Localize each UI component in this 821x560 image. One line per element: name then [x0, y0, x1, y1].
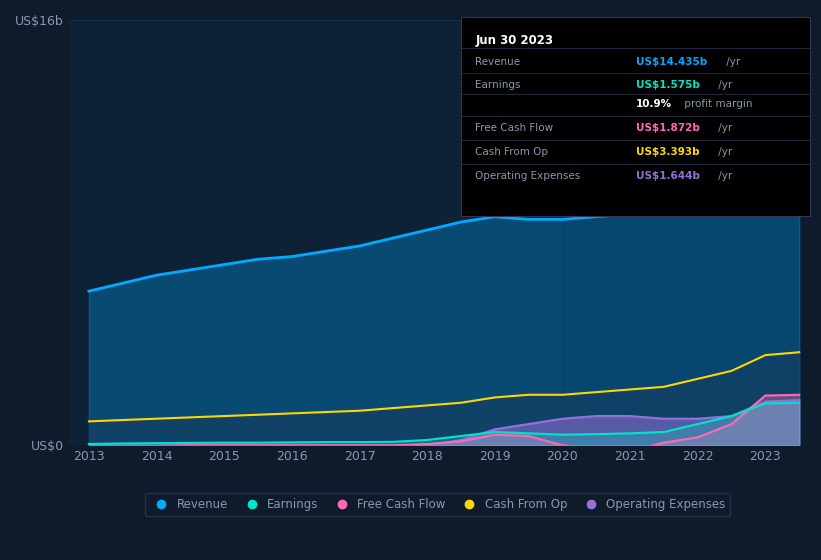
Text: Operating Expenses: Operating Expenses: [475, 171, 580, 181]
Text: /yr: /yr: [715, 147, 732, 157]
Text: Free Cash Flow: Free Cash Flow: [475, 123, 553, 133]
Text: profit margin: profit margin: [681, 99, 753, 109]
Legend: Revenue, Earnings, Free Cash Flow, Cash From Op, Operating Expenses: Revenue, Earnings, Free Cash Flow, Cash …: [144, 493, 730, 516]
Bar: [562, 20, 810, 445]
Text: /yr: /yr: [715, 123, 732, 133]
Text: 10.9%: 10.9%: [636, 99, 672, 109]
Text: Revenue: Revenue: [475, 57, 521, 67]
Text: /yr: /yr: [715, 171, 732, 181]
Text: US$3.393b: US$3.393b: [636, 147, 699, 157]
Text: US$14.435b: US$14.435b: [636, 57, 707, 67]
Text: US$1.644b: US$1.644b: [636, 171, 699, 181]
Text: /yr: /yr: [723, 57, 741, 67]
Text: Earnings: Earnings: [475, 81, 521, 90]
Text: Jun 30 2023: Jun 30 2023: [475, 34, 553, 46]
Text: US$1.872b: US$1.872b: [636, 123, 699, 133]
Text: US$1.575b: US$1.575b: [636, 81, 699, 90]
Text: /yr: /yr: [715, 81, 732, 90]
Text: Cash From Op: Cash From Op: [475, 147, 548, 157]
